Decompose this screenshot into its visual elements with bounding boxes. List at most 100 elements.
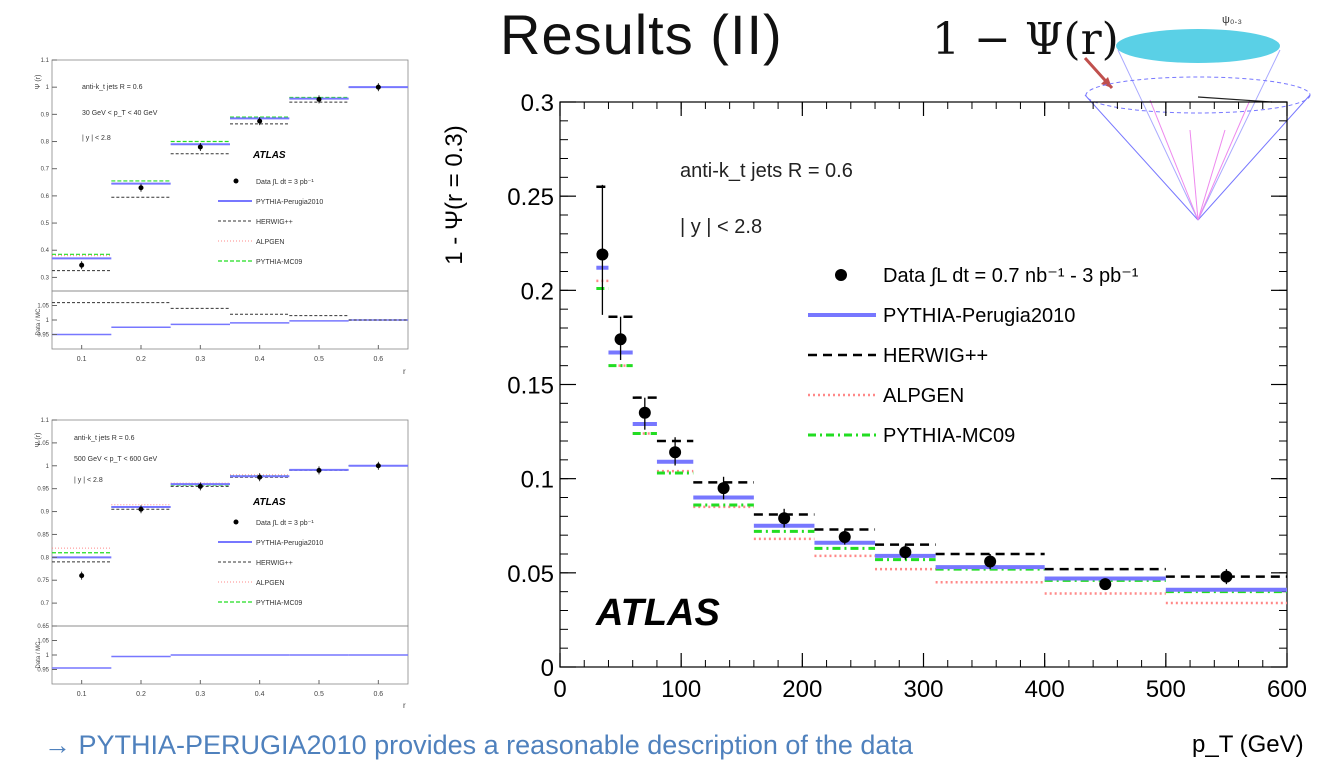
data-point — [717, 482, 730, 495]
y-tick-label: 0.5 — [41, 221, 50, 227]
y-tick-label: 0.4 — [41, 248, 50, 254]
data-point — [375, 463, 381, 469]
x-tick-label: 0.1 — [77, 691, 87, 698]
s2-annotation-jets: anti-k_t jets R = 0.6 — [74, 435, 135, 442]
x-tick-label: 0.2 — [136, 356, 146, 363]
s1-annotation-rapidity: | y | < 2.8 — [82, 135, 111, 142]
data-point — [838, 531, 851, 544]
data-point — [138, 506, 144, 512]
y-tick-label: 0.8 — [41, 555, 50, 561]
legend-label: HERWIG++ — [256, 560, 293, 567]
legend-marker-data — [233, 519, 239, 525]
x-tick-label: 500 — [1146, 676, 1186, 703]
legend-label: ALPGEN — [256, 239, 284, 246]
y-tick-label: 0.6 — [41, 194, 50, 200]
main-legend: Data ∫L dt = 0.7 nb⁻¹ - 3 pb⁻¹ PYTHIA-Per… — [808, 265, 1139, 447]
s2-atlas-label: ATLAS — [252, 497, 286, 508]
legend-label: PYTHIA-MC09 — [256, 600, 302, 607]
y-tick-label: 1.1 — [41, 58, 50, 64]
y-tick-label: 0.15 — [507, 373, 554, 400]
data-point — [197, 483, 203, 489]
ratio-y-tick-label: 1 — [46, 318, 50, 324]
main-y-axis-label: 1 - Ψ(r = 0.3) — [441, 125, 468, 264]
y-tick-label: 1.05 — [37, 441, 49, 447]
data-point — [899, 546, 912, 559]
ratio-y-tick-label: 1.05 — [37, 639, 49, 645]
y-tick-label: 0.3 — [521, 90, 554, 117]
legend-label: HERWIG++ — [256, 219, 293, 226]
s2-annotation-rapidity: | y | < 2.8 — [74, 477, 103, 484]
x-tick-label: 200 — [782, 676, 822, 703]
legend-label: HERWIG++ — [883, 345, 988, 367]
psi-label: 1 − Ψ(r) — [932, 14, 1119, 65]
s2-y-axis-label: Ψ (r) — [35, 433, 42, 448]
x-tick-label: 0 — [553, 676, 566, 703]
ratio-y-tick-label: 0.95 — [37, 333, 49, 339]
legend-label: Data ∫L dt = 3 pb⁻¹ — [256, 520, 314, 527]
y-tick-label: 0.05 — [507, 561, 554, 588]
s1-y-axis-label: Ψ (r) — [35, 75, 42, 90]
data-point — [1220, 570, 1233, 583]
y-tick-label: 0.9 — [41, 510, 50, 516]
x-tick-label: 0.4 — [255, 691, 265, 698]
x-tick-label: 0.5 — [314, 691, 324, 698]
x-tick-label: 0.6 — [373, 356, 383, 363]
x-tick-label: 0.3 — [195, 691, 205, 698]
y-tick-label: 0.75 — [37, 578, 49, 584]
y-tick-label: 0.9 — [41, 112, 50, 118]
ratio-y-tick-label: 0.95 — [37, 668, 49, 674]
legend-label: PYTHIA-Perugia2010 — [883, 305, 1075, 327]
conclusion-text: → PYTHIA-PERUGIA2010 provides a reasonab… — [44, 730, 913, 760]
legend-marker-data — [835, 269, 847, 281]
data-point — [138, 185, 144, 191]
main-annotation-jets: anti-k_t jets R = 0.6 — [680, 160, 853, 182]
y-tick-label: 0.65 — [37, 624, 49, 630]
data-point — [316, 96, 322, 102]
data-point — [1099, 578, 1112, 591]
y-tick-label: 0.7 — [41, 601, 50, 607]
legend-marker-data — [233, 178, 239, 184]
ratio-y-tick-label: 1.05 — [37, 304, 49, 310]
data-point — [316, 467, 322, 473]
data-point — [197, 144, 203, 150]
s1-annotation-pt: 30 GeV < p_T < 40 GeV — [82, 110, 158, 117]
legend-label: PYTHIA-MC09 — [256, 259, 302, 266]
y-tick-label: 0.7 — [41, 167, 50, 173]
y-tick-label: 0.1 — [521, 467, 554, 494]
data-point — [614, 333, 627, 346]
legend-label: PYTHIA-Perugia2010 — [256, 199, 323, 206]
s2-ratio-y-label: Data / MC — [36, 641, 42, 669]
s2-x-axis-label: r — [403, 701, 406, 710]
y-tick-label: 1.1 — [41, 418, 50, 424]
x-tick-label: 100 — [661, 676, 701, 703]
data-point — [79, 262, 85, 268]
x-tick-label: 0.1 — [77, 356, 87, 363]
main-annotation-rapidity: | y | < 2.8 — [680, 216, 762, 238]
main-x-axis-label: p_T (GeV) — [1192, 731, 1304, 758]
y-tick-label: 1 — [46, 85, 50, 91]
y-tick-label: 1 — [46, 464, 50, 470]
y-tick-label: 0.85 — [37, 532, 49, 538]
main-atlas-label: ATLAS — [595, 592, 720, 634]
legend-label: PYTHIA-MC09 — [883, 425, 1015, 447]
x-tick-label: 0.6 — [373, 691, 383, 698]
s2-annotation-pt: 500 GeV < p_T < 600 GeV — [74, 456, 157, 463]
y-tick-label: 0.2 — [521, 278, 554, 305]
legend-label: Data ∫L dt = 3 pb⁻¹ — [256, 179, 314, 186]
slide-title: Results (II) — [500, 3, 783, 66]
data-point — [596, 248, 609, 261]
y-tick-label: 0.3 — [41, 275, 50, 281]
data-point — [257, 118, 263, 124]
y-tick-label: 0 — [541, 655, 554, 682]
s1-atlas-label: ATLAS — [252, 150, 286, 161]
legend-label: ALPGEN — [883, 385, 964, 407]
x-tick-label: 0.4 — [255, 356, 265, 363]
y-tick-label: 0.8 — [41, 140, 50, 146]
x-tick-label: 600 — [1267, 676, 1307, 703]
legend-label: PYTHIA-Perugia2010 — [256, 540, 323, 547]
legend-label: Data ∫L dt = 0.7 nb⁻¹ - 3 pb⁻¹ — [883, 265, 1139, 287]
y-tick-label: 0.95 — [37, 487, 49, 493]
y-tick-label: 0.25 — [507, 184, 554, 211]
x-tick-label: 300 — [903, 676, 943, 703]
